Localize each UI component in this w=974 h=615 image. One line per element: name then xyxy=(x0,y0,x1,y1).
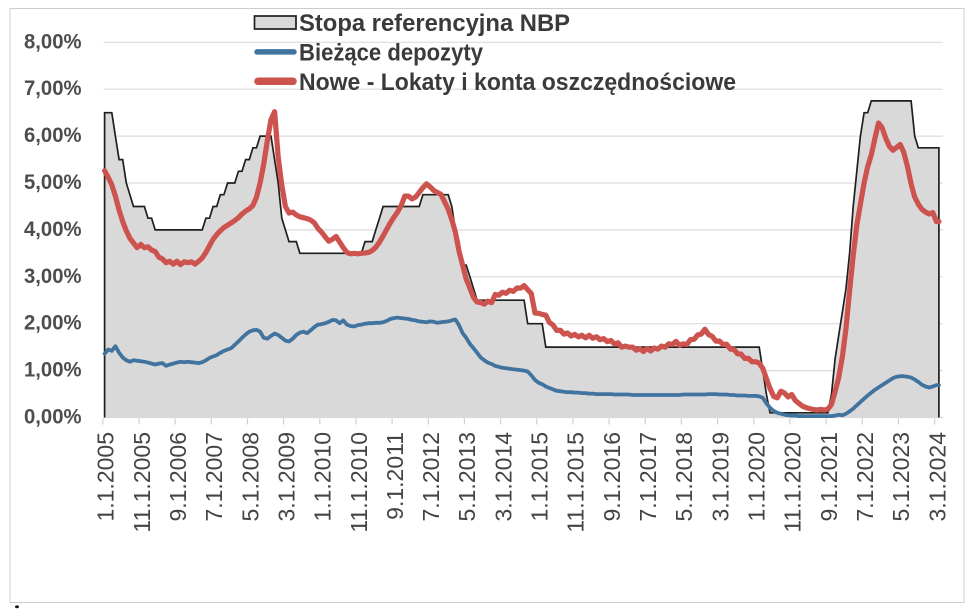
svg-text:3.1.2024: 3.1.2024 xyxy=(924,432,950,522)
svg-text:3.1.2019: 3.1.2019 xyxy=(707,432,733,522)
svg-text:7.1.2007: 7.1.2007 xyxy=(201,432,227,522)
svg-text:3.1.2014: 3.1.2014 xyxy=(490,432,516,522)
svg-text:Nowe - Lokaty i konta oszczędn: Nowe - Lokaty i konta oszczędnościowe xyxy=(299,69,736,96)
svg-text:0,00%: 0,00% xyxy=(24,405,82,429)
svg-text:7.1.2017: 7.1.2017 xyxy=(635,432,661,522)
svg-text:1.1.2005: 1.1.2005 xyxy=(93,432,119,522)
svg-text:6,00%: 6,00% xyxy=(24,123,82,147)
svg-text:7,00%: 7,00% xyxy=(24,76,82,100)
svg-text:5.1.2013: 5.1.2013 xyxy=(454,432,480,522)
svg-text:4,00%: 4,00% xyxy=(24,217,82,241)
svg-text:9.1.2021: 9.1.2021 xyxy=(816,432,842,522)
svg-text:1,00%: 1,00% xyxy=(24,358,82,382)
svg-text:9.1.2016: 9.1.2016 xyxy=(599,432,625,522)
svg-text:Bieżące depozyty: Bieżące depozyty xyxy=(299,39,484,66)
svg-text:3.1.2009: 3.1.2009 xyxy=(273,432,299,522)
svg-text:1.1.2015: 1.1.2015 xyxy=(527,432,553,522)
svg-text:11.1.2010: 11.1.2010 xyxy=(346,432,372,533)
svg-text:Stopa referencyjna NBP: Stopa referencyjna NBP xyxy=(299,10,570,37)
svg-text:5.1.2008: 5.1.2008 xyxy=(237,432,263,522)
svg-text:7.1.2012: 7.1.2012 xyxy=(418,432,444,522)
svg-text:1.1.2020: 1.1.2020 xyxy=(744,432,770,522)
svg-text:2,00%: 2,00% xyxy=(24,311,82,335)
svg-text:3,00%: 3,00% xyxy=(24,264,82,288)
svg-text:7.1.2022: 7.1.2022 xyxy=(852,432,878,522)
svg-text:11.1.2005: 11.1.2005 xyxy=(129,432,155,533)
svg-text:11.1.2020: 11.1.2020 xyxy=(780,432,806,533)
svg-text:1.1.2010: 1.1.2010 xyxy=(310,432,336,522)
svg-text:5.1.2018: 5.1.2018 xyxy=(671,432,697,522)
svg-text:9.1.2006: 9.1.2006 xyxy=(165,432,191,522)
svg-text:5,00%: 5,00% xyxy=(24,170,82,194)
svg-text:11.1.2015: 11.1.2015 xyxy=(563,432,589,533)
svg-text:9.1.2011: 9.1.2011 xyxy=(382,432,408,520)
svg-text:5.1.2023: 5.1.2023 xyxy=(888,432,914,522)
svg-text:8,00%: 8,00% xyxy=(24,29,82,53)
